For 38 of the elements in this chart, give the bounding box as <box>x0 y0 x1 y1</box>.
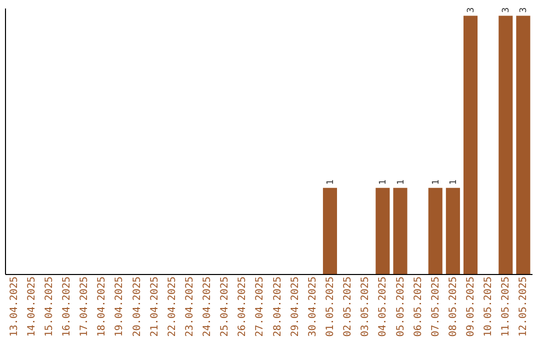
data-label: 1 <box>326 179 336 185</box>
x-tick-label: 20.04.2025 <box>132 276 143 337</box>
data-label: 1 <box>431 179 442 185</box>
x-tick-label: 10.05.2025 <box>483 276 494 337</box>
x-tick-label: 06.05.2025 <box>412 276 424 337</box>
x-tick-label: 07.05.2025 <box>430 276 442 337</box>
x-tick-label: 05.05.2025 <box>395 276 406 337</box>
data-label: 3 <box>519 7 530 13</box>
x-tick-label: 04.05.2025 <box>378 276 389 337</box>
x-tick-label: 01.05.2025 <box>324 276 336 337</box>
data-label: 3 <box>466 7 477 13</box>
x-tick-label: 15.04.2025 <box>44 276 55 337</box>
x-tick-label: 09.05.2025 <box>466 276 477 337</box>
x-tick-label: 27.04.2025 <box>254 276 266 337</box>
x-tick-label: 14.04.2025 <box>26 276 38 337</box>
x-tick-label: 28.04.2025 <box>272 276 284 337</box>
x-tick-label: 08.05.2025 <box>448 276 459 337</box>
x-tick-label: 17.04.2025 <box>79 276 90 337</box>
x-tick-label: 12.05.2025 <box>518 276 530 337</box>
x-tick-label: 26.04.2025 <box>237 276 248 337</box>
data-label: 1 <box>396 179 406 185</box>
x-tick-label: 11.05.2025 <box>500 276 512 337</box>
x-tick-label: 19.04.2025 <box>114 276 126 337</box>
x-tick-label: 24.04.2025 <box>202 276 214 337</box>
x-tick-label: 16.04.2025 <box>61 276 72 337</box>
x-tick-label: 02.05.2025 <box>342 276 354 337</box>
x-tick-label: 22.04.2025 <box>166 276 178 337</box>
x-tick-label: 21.04.2025 <box>149 276 160 337</box>
x-tick-label: 03.05.2025 <box>360 276 372 337</box>
x-tick-label: 25.04.2025 <box>220 276 231 337</box>
x-tick-label: 29.04.2025 <box>290 276 301 337</box>
data-label: 3 <box>502 7 512 13</box>
x-tick-label: 13.04.2025 <box>8 276 20 337</box>
data-label: 1 <box>448 179 459 185</box>
x-tick-label: 18.04.2025 <box>96 276 108 337</box>
data-label: 1 <box>378 179 389 185</box>
x-tick-label: 30.04.2025 <box>307 276 318 337</box>
x-tick-label: 23.04.2025 <box>184 276 196 337</box>
